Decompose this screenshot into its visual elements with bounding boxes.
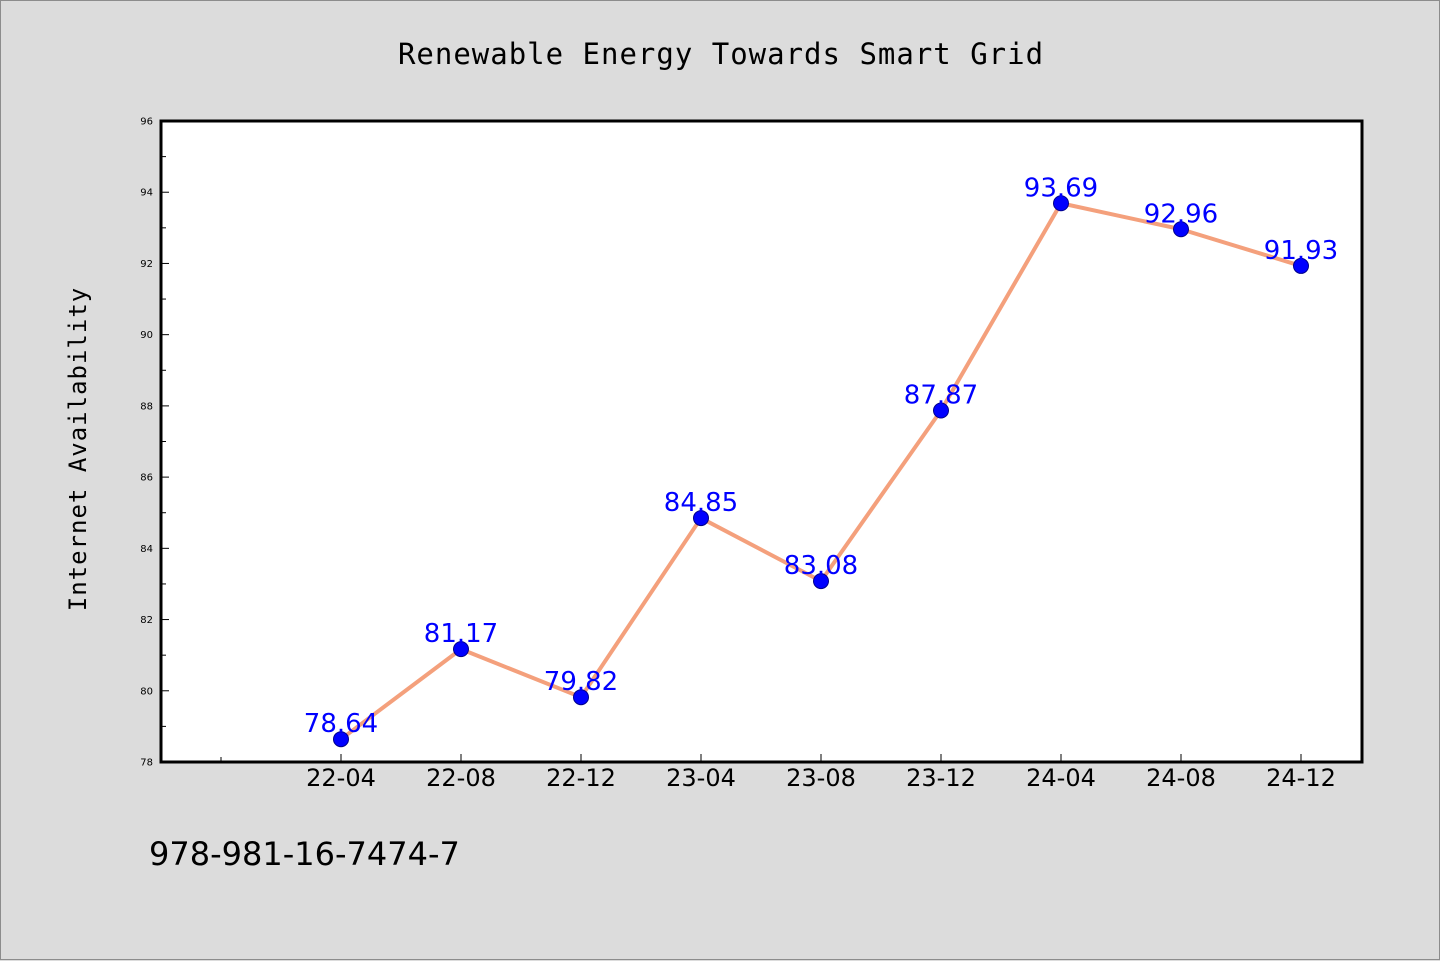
footer-isbn: 978-981-16-7474-7 xyxy=(149,835,460,873)
x-tick-label: 24-12 xyxy=(1266,764,1336,792)
x-tick-label: 23-04 xyxy=(666,764,736,792)
data-label: 91.93 xyxy=(1264,236,1338,266)
data-label: 84.85 xyxy=(664,488,738,518)
chart-title: Renewable Energy Towards Smart Grid xyxy=(398,37,1044,71)
y-tick-label: 80 xyxy=(140,686,153,697)
y-tick-label: 82 xyxy=(140,615,153,626)
x-tick-label: 22-08 xyxy=(426,764,496,792)
y-tick-label: 86 xyxy=(140,473,153,484)
data-point-marker xyxy=(333,731,349,748)
data-point-marker xyxy=(813,573,829,590)
data-label: 83.08 xyxy=(784,551,858,581)
data-point-marker xyxy=(1173,221,1189,238)
data-point-marker xyxy=(1293,257,1309,274)
y-tick-label: 96 xyxy=(140,117,153,128)
x-tick-label: 24-04 xyxy=(1026,764,1096,792)
x-tick-label: 22-04 xyxy=(306,764,376,792)
data-point-marker xyxy=(933,402,949,419)
data-label: 92.96 xyxy=(1144,199,1218,229)
plot-area xyxy=(161,121,1362,762)
data-label: 93.69 xyxy=(1024,173,1098,203)
x-tick-label: 22-12 xyxy=(546,764,616,792)
plot-frame xyxy=(159,119,1364,764)
data-label-group: 78.64 81.17 79.82 84.85 83.08 87.87 93.69 92.96… xyxy=(304,173,1338,739)
y-tick-label: 84 xyxy=(140,544,153,555)
marker-group xyxy=(333,195,1309,748)
x-axis: 22-04 22-08 22-12 23-04 23-08 23-12 24-04 24-08… xyxy=(220,754,1336,792)
y-axis-label: Internet Availability xyxy=(64,287,92,611)
y-tick-label: 94 xyxy=(140,188,153,199)
data-point-marker xyxy=(573,689,589,706)
x-tick-label: 23-08 xyxy=(786,764,856,792)
x-tick-label: 23-12 xyxy=(906,764,976,792)
y-tick-label: 92 xyxy=(140,259,153,270)
data-label: 87.87 xyxy=(904,381,978,411)
y-tick-label: 88 xyxy=(140,401,153,412)
x-tick-label: 24-08 xyxy=(1146,764,1216,792)
data-label: 81.17 xyxy=(424,619,498,649)
data-point-marker xyxy=(693,510,709,527)
data-point-marker xyxy=(1053,195,1069,212)
data-point-marker xyxy=(453,641,469,658)
data-label: 78.64 xyxy=(304,709,378,739)
data-label: 79.82 xyxy=(544,667,618,697)
y-tick-label: 78 xyxy=(140,758,153,769)
y-tick-label: 90 xyxy=(140,330,153,341)
